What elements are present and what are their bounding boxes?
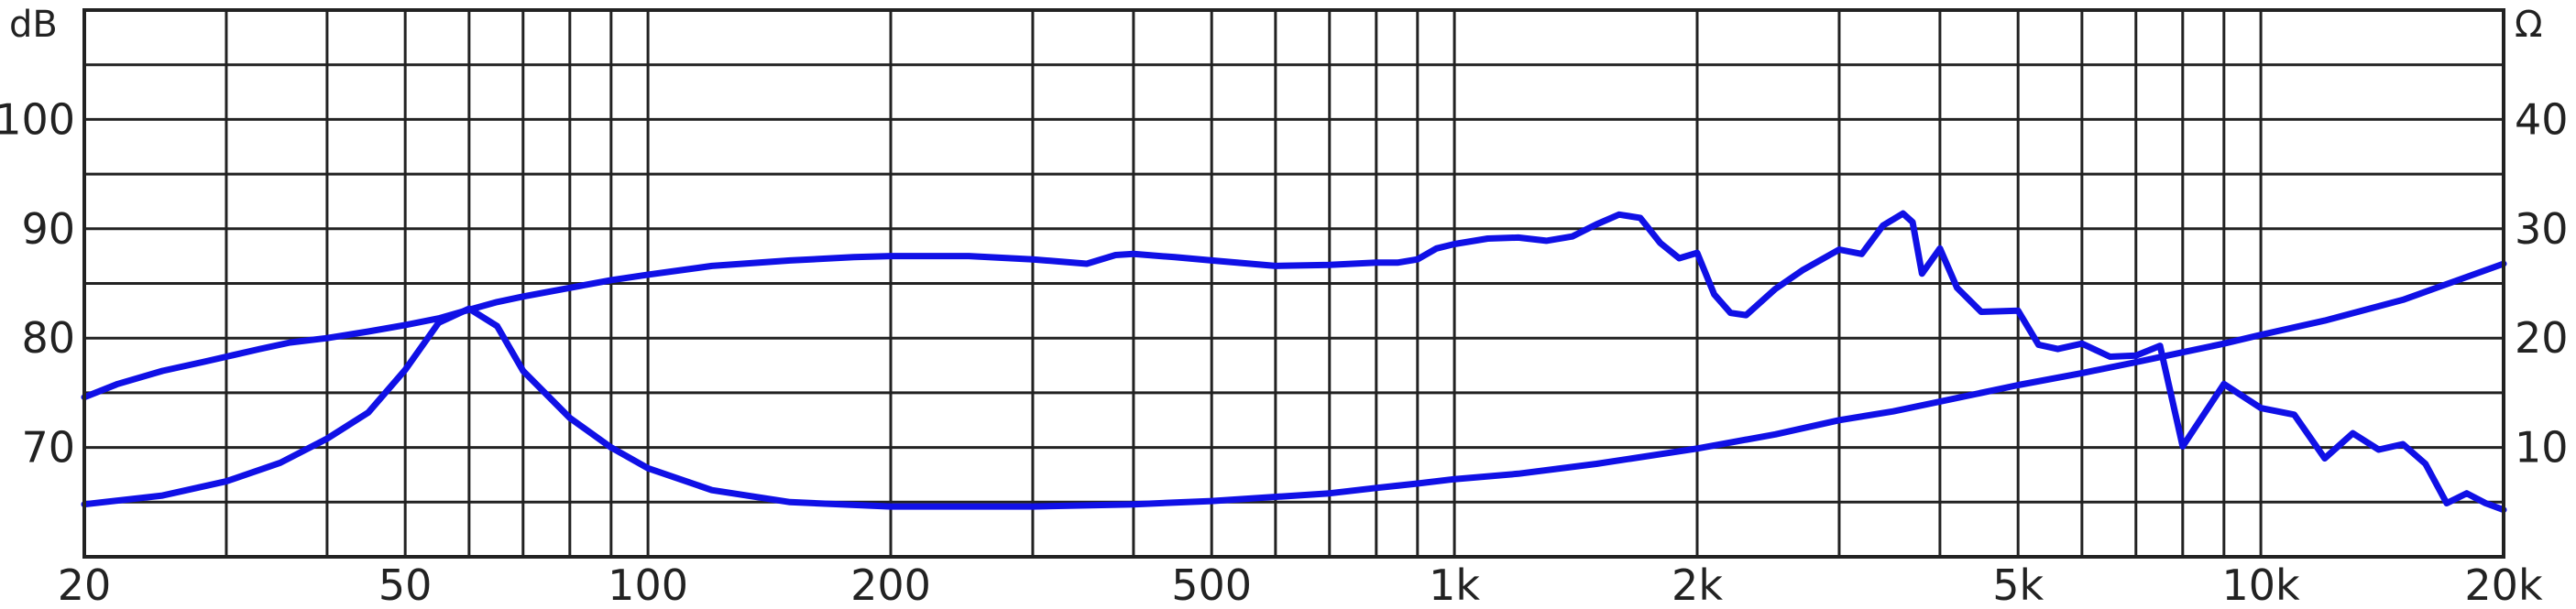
right-y-tick-label: 30 [2515, 204, 2569, 254]
series-layer [81, 210, 2507, 514]
x-tick-label: 20 [58, 560, 112, 609]
spl-line [81, 210, 2507, 514]
x-tick-label: 5k [1992, 560, 2044, 609]
x-tick-label: 10k [2222, 560, 2301, 609]
x-tick-label: 500 [1171, 560, 1252, 609]
right-axis-unit-label: Ω [2515, 4, 2543, 46]
x-tick-label: 50 [378, 560, 433, 609]
left-y-tick-label: 90 [21, 204, 75, 254]
plot-frame [82, 8, 2505, 559]
x-tick-label: 1k [1429, 560, 1480, 609]
right-y-tick-label: 10 [2515, 423, 2569, 473]
left-y-tick-label: 70 [21, 423, 75, 473]
x-tick-label: 20k [2464, 560, 2543, 609]
left-axis-unit-label: dB [9, 4, 58, 46]
grid [84, 10, 2504, 557]
x-tick-label: 2k [1672, 560, 1723, 609]
x-tick-label: 100 [608, 560, 688, 609]
right-y-tick-label: 20 [2515, 313, 2569, 363]
left-y-tick-label: 100 [0, 94, 75, 144]
right-y-tick-label: 40 [2515, 94, 2569, 144]
impedance-line [81, 260, 2507, 510]
left-y-tick-label: 80 [21, 313, 75, 363]
x-tick-label: 200 [850, 560, 931, 609]
axis-labels: 20 50 100 200 500 1k 2k 5k 10k 20k 70 80 90 100 10 20 30… [0, 4, 2569, 609]
